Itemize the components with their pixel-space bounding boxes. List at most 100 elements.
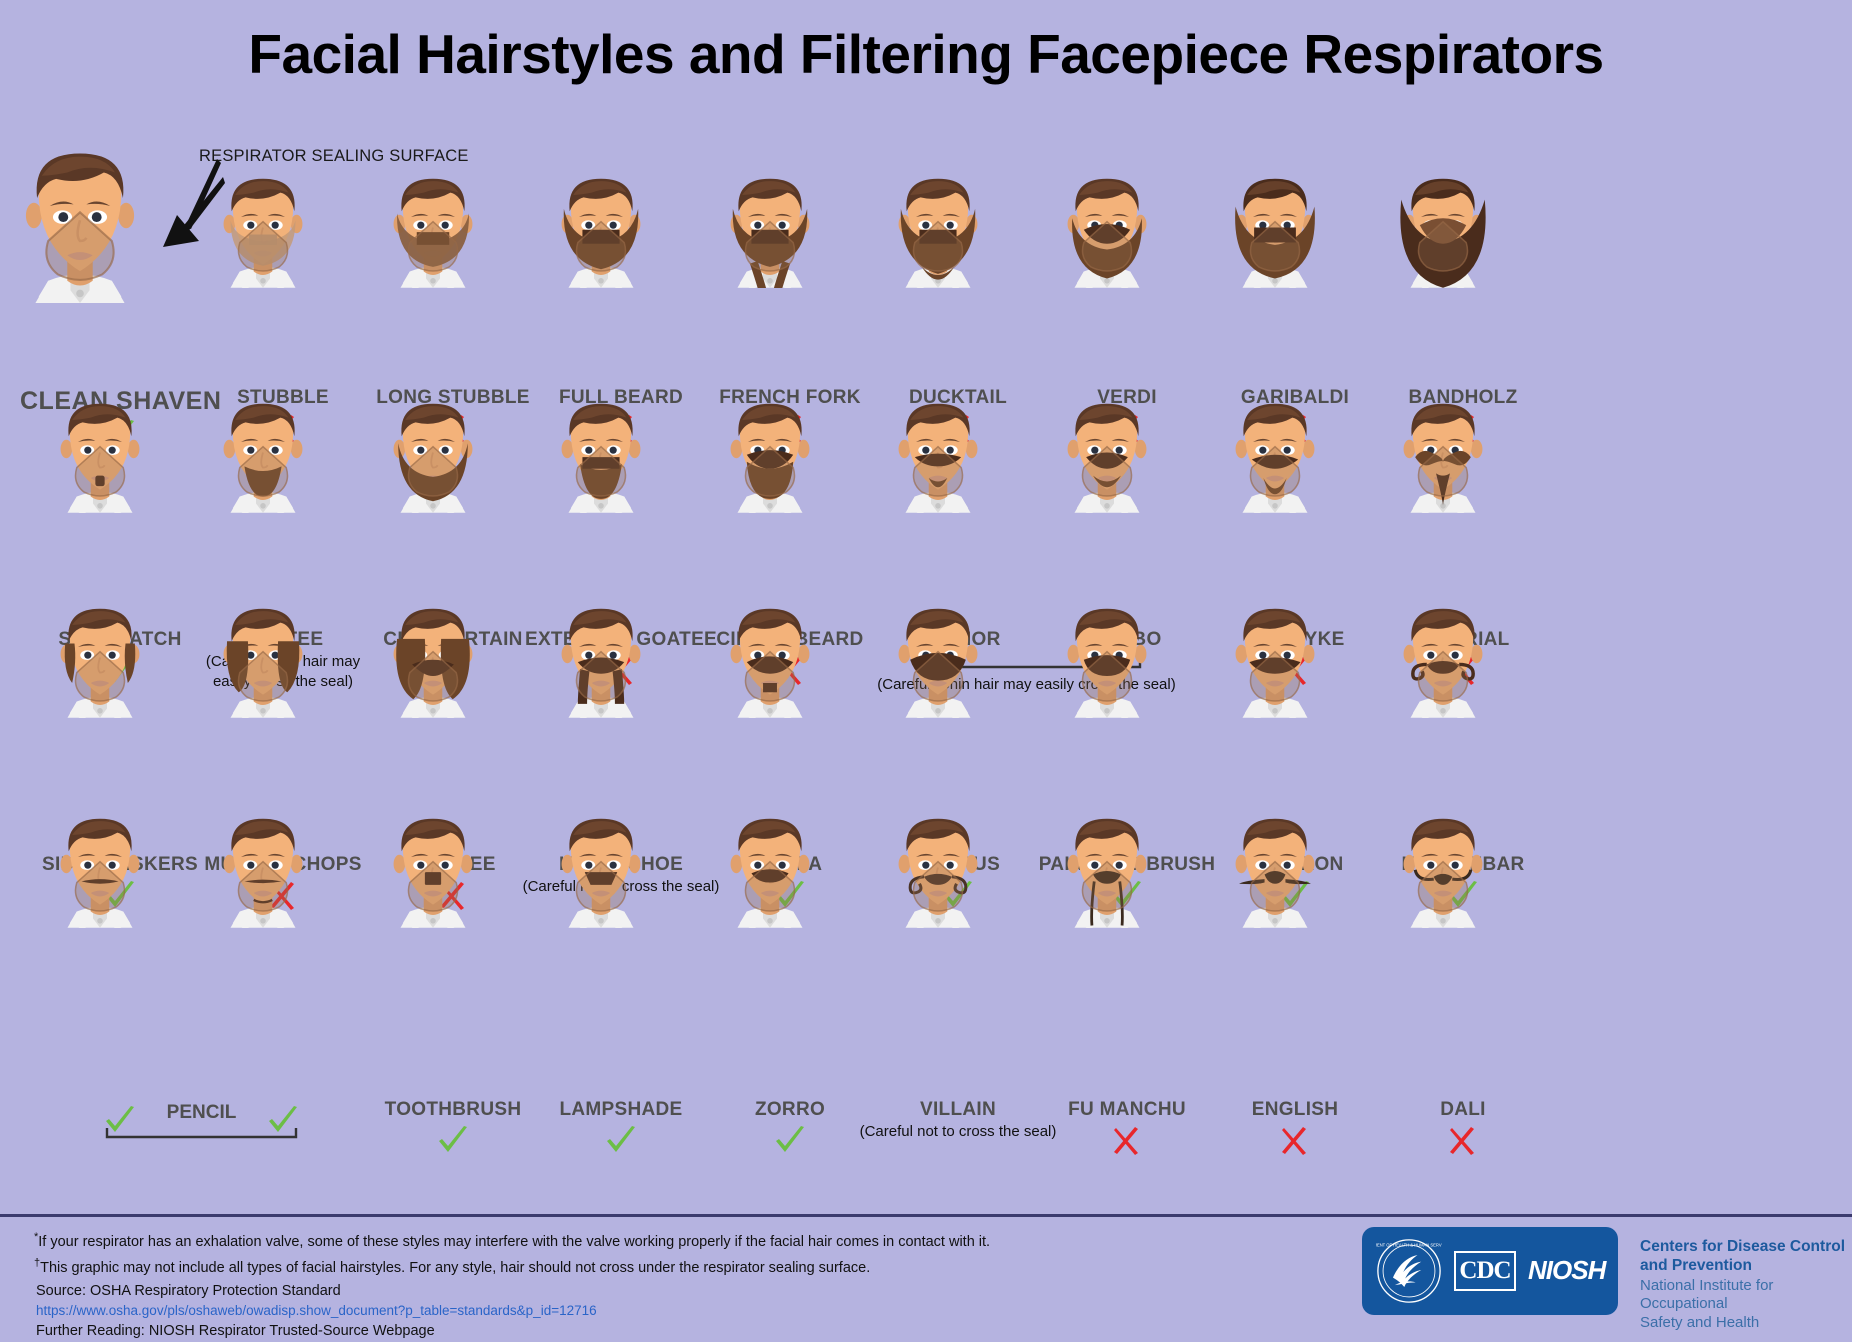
respirator-sealing-surface-overlay [1417,445,1469,497]
hairstyle-cell [205,800,405,975]
face-illustration [561,818,641,931]
face-wrap [205,385,405,560]
hairstyle-cell [1217,590,1417,765]
hairstyle-cell [880,590,1080,765]
pencil-group-label: PENCIL [166,1102,237,1123]
face-illustration [730,608,810,721]
check-icon [776,880,804,907]
hairstyle-label: FRENCH FORK [719,387,861,408]
hairstyle-cell [1049,385,1249,560]
hairstyle-label: DUCKTAIL [908,387,1008,408]
respirator-sealing-surface-overlay [1081,650,1133,702]
face-illustration [1235,818,1315,931]
cdc-niosh-logo: DEPARTMENT OF HEALTH & HUMAN SERVICES US… [1362,1227,1618,1315]
face-illustration [1067,178,1147,291]
hairstyle-label: GARIBALDI [1240,387,1350,408]
hairstyle-cell [1385,160,1585,335]
verdict-mark [1363,1124,1563,1158]
face-illustration [1403,608,1483,721]
check-icon [1449,880,1477,907]
respirator-sealing-surface-overlay [744,445,796,497]
face-wrap [205,160,405,335]
face-wrap [880,160,1080,335]
respirator-sealing-surface-overlay [912,220,964,272]
face-wrap [543,160,743,335]
hairstyle-cell [375,800,575,975]
hairstyle-label-block: LAMPSHADE [521,1100,721,1158]
respirator-sealing-surface-overlay [1249,860,1301,912]
face-illustration [1067,403,1147,516]
verdict-mark [20,879,220,913]
respirator-sealing-surface-overlay [575,650,627,702]
agency-line-4: Safety and Health [1640,1314,1760,1332]
cross-icon [1282,1126,1306,1155]
face-illustration [223,608,303,721]
face-illustration [1403,403,1483,516]
face-illustration [730,818,810,931]
respirator-sealing-surface-overlay [407,445,459,497]
hairstyle-label: ENGLISH [1251,1099,1339,1120]
agency-line-1: Centers for Disease Control [1640,1238,1845,1255]
face-illustration [730,178,810,294]
face-illustration [60,403,140,516]
face-wrap [543,385,743,560]
hairstyle-label-block: DALI [1363,1100,1563,1158]
respirator-sealing-surface-overlay [237,445,289,497]
face-wrap [1385,800,1585,975]
hairstyle-cell [712,800,912,975]
footnote-2: †This graphic may not include all types … [34,1257,871,1276]
hairstyle-cell [375,590,575,765]
verdict-mark [1195,1124,1395,1158]
hairstyle-cell [1049,160,1249,335]
hairstyle-label: BANDHOLZ [1408,387,1518,408]
face-wrap [375,800,575,975]
face-wrap [712,385,912,560]
source-link[interactable]: https://www.osha.gov/pls/oshaweb/owadisp… [36,1303,597,1318]
face-illustration [1403,818,1483,931]
hairstyle-cell [543,385,743,560]
hairstyle-label: LONG STUBBLE [376,387,530,408]
face-wrap [543,800,743,975]
agency-line-2: and Prevention [1640,1256,1752,1274]
verdict-mark [521,1124,721,1158]
respirator-sealing-surface-overlay [74,860,126,912]
respirator-sealing-surface-overlay [912,860,964,912]
hairstyle-cell [1385,800,1585,975]
pencil-bracket [105,1126,298,1145]
respirator-sealing-surface-label: RESPIRATOR SEALING SURFACE [199,147,469,165]
face-illustration [393,178,473,291]
hairstyle-label-block [183,1100,383,1138]
hairstyle-cell [880,800,1080,975]
hairstyle-cell [42,590,242,765]
face-illustration [898,608,978,721]
footnote-1: *If your respirator has an exhalation va… [34,1231,991,1250]
face-illustration [1067,818,1147,931]
face-wrap [1049,590,1249,765]
hairstyle-cell [712,590,912,765]
respirator-sealing-surface-overlay [1417,650,1469,702]
face-illustration [730,403,810,516]
check-icon [607,1125,635,1152]
face-illustration [898,403,978,516]
face-wrap [375,385,575,560]
face-wrap [1049,385,1249,560]
check-icon [106,880,134,907]
respirator-sealing-surface-overlay [1249,220,1301,272]
face-wrap [42,590,242,765]
face-illustration [1400,178,1486,291]
hairstyle-cell [205,590,405,765]
face-wrap [1049,800,1249,975]
respirator-sealing-surface-overlay [575,445,627,497]
face-wrap [1217,385,1417,560]
face-illustration [1235,403,1315,516]
hairstyle-cell [205,160,405,335]
hairstyle-cell [375,385,575,560]
face-wrap [1049,160,1249,335]
verdict-mark [353,1124,553,1158]
hairstyle-cell [42,800,242,975]
hairstyle-label-block: ENGLISH [1195,1100,1395,1158]
face-illustration [223,178,303,291]
svg-text:DEPARTMENT OF HEALTH & HUMAN S: DEPARTMENT OF HEALTH & HUMAN SERVICES US… [1376,1242,1442,1247]
face-wrap [1217,800,1417,975]
hairstyle-label-block [20,1100,220,1138]
